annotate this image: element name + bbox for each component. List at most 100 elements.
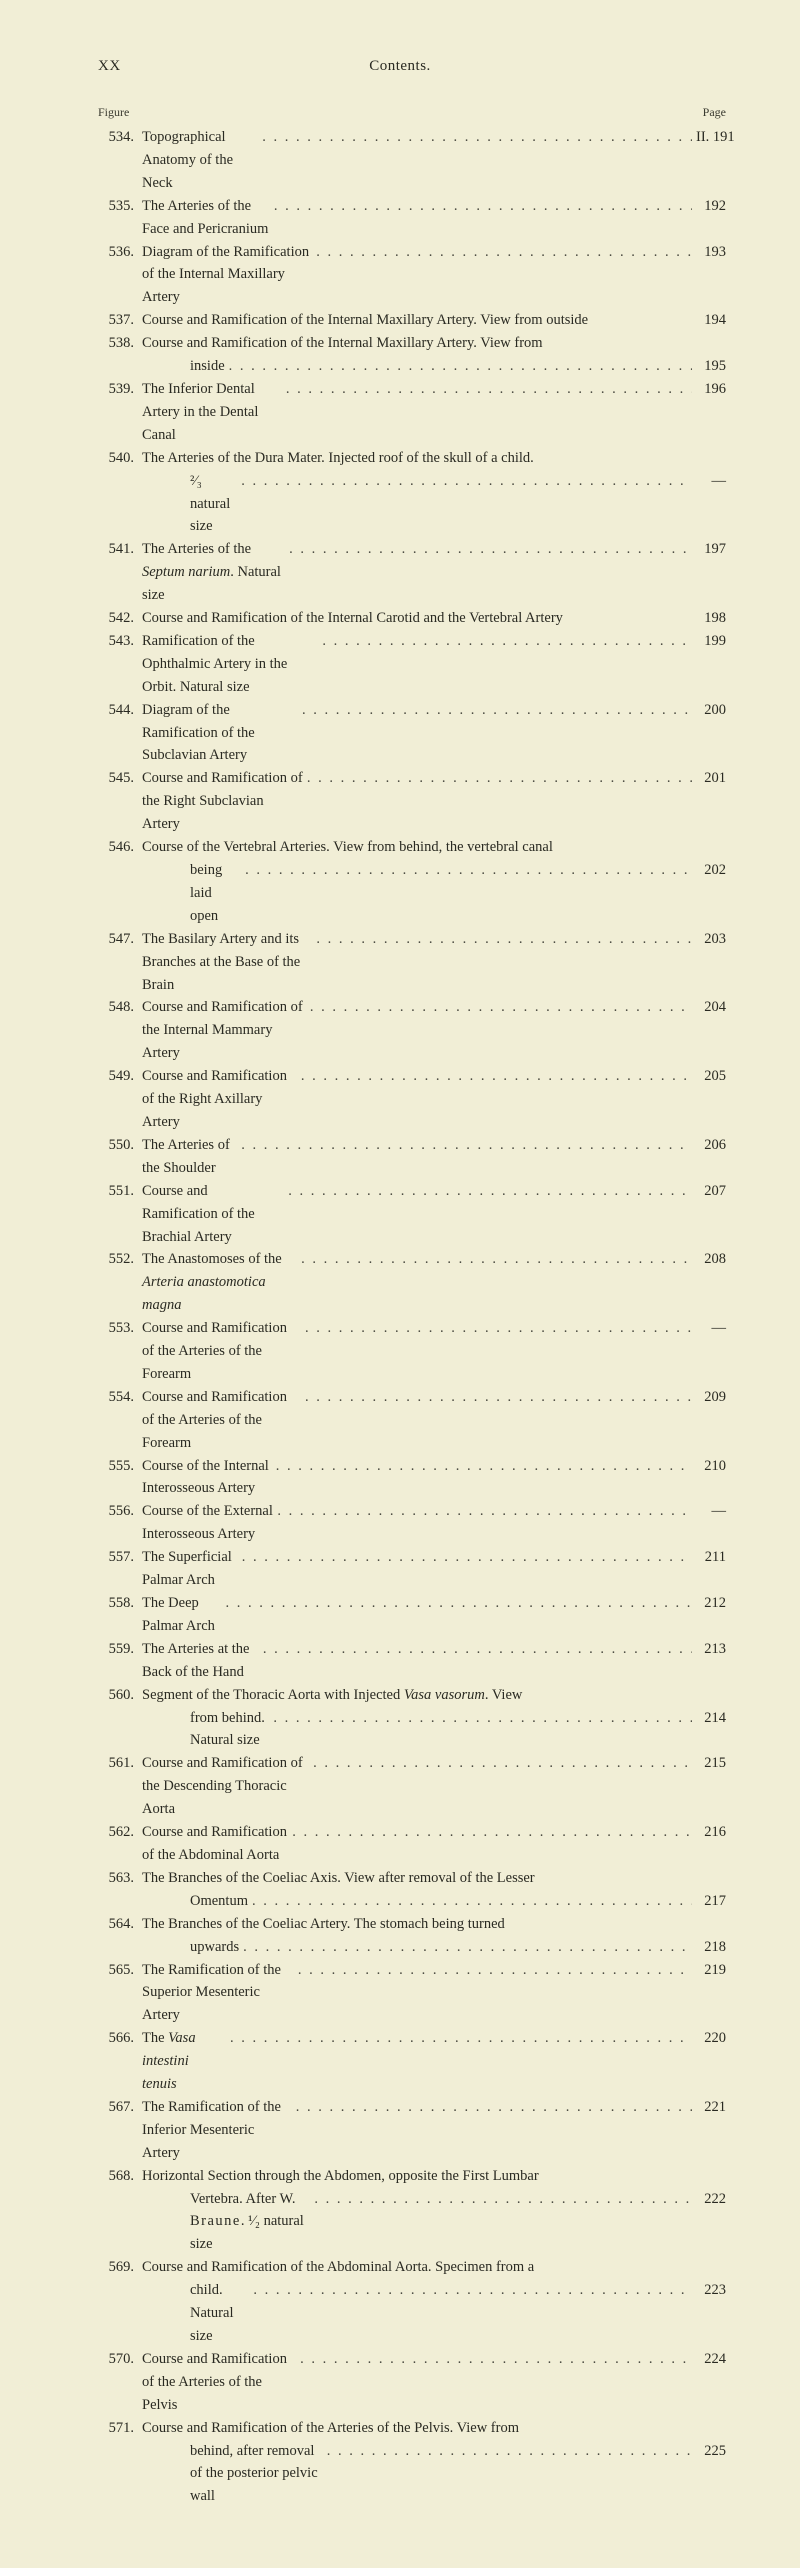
- entry-text: Diagram of the Ramification of the Subcl…: [142, 699, 298, 768]
- figure-number: 538.: [98, 332, 134, 355]
- figure-number: 547.: [98, 928, 134, 951]
- entry-body: Horizontal Section through the Abdomen, …: [142, 2165, 726, 2257]
- header-left: XX: [98, 58, 121, 75]
- dot-leader: [245, 859, 692, 882]
- entry-line: Diagram of the Ramification of the Inter…: [142, 241, 726, 310]
- page-number: 225: [696, 2440, 726, 2463]
- page-number: 198: [696, 607, 726, 630]
- entry-body: Segment of the Thoracic Aorta with Injec…: [142, 1684, 726, 1753]
- dot-leader: [242, 1546, 692, 1569]
- entry-body: The Arteries of the Shoulder206: [142, 1134, 726, 1180]
- figure-number: 549.: [98, 1065, 134, 1088]
- page-number: 216: [696, 1821, 726, 1844]
- page-number: 224: [696, 2348, 726, 2371]
- entry-text: The Basilary Artery and its Branches at …: [142, 928, 312, 997]
- toc-entry: 551.Course and Ramification of the Brach…: [98, 1180, 726, 1249]
- page-number: 220: [696, 2027, 726, 2050]
- page-number: 208: [696, 1248, 726, 1271]
- page-number: 219: [696, 1959, 726, 1982]
- entry-line: from behind. Natural size214: [142, 1707, 726, 1753]
- dot-leader: [301, 1065, 692, 1088]
- dot-leader: [300, 2348, 692, 2371]
- toc-entry: 546.Course of the Vertebral Arteries. Vi…: [98, 836, 726, 928]
- entry-body: The Arteries of the Septum narium. Natur…: [142, 538, 726, 607]
- toc-entry: 561.Course and Ramification of the Desce…: [98, 1752, 726, 1821]
- entry-line: The Anastomoses of the Arteria anastomot…: [142, 1248, 726, 1317]
- entry-line: The Arteries of the Dura Mater. Injected…: [142, 447, 726, 470]
- entry-text: Course and Ramification of the Abdominal…: [142, 2256, 534, 2279]
- entry-text: Course of the Vertebral Arteries. View f…: [142, 836, 553, 859]
- figure-number: 559.: [98, 1638, 134, 1661]
- page-number: 195: [696, 355, 726, 378]
- page-number: 196: [696, 378, 726, 401]
- page-number: —: [696, 470, 726, 493]
- entry-text: Course and Ramification of the Right Sub…: [142, 767, 303, 836]
- figure-number: 534.: [98, 126, 134, 149]
- entry-text: The Branches of the Coeliac Axis. View a…: [142, 1867, 535, 1890]
- toc-entry: 539.The Inferior Dental Artery in the De…: [98, 378, 726, 447]
- dot-leader: [277, 1500, 692, 1523]
- page-number: 209: [696, 1386, 726, 1409]
- page-number: 192: [696, 195, 726, 218]
- entry-line: The Superficial Palmar Arch 211: [142, 1546, 726, 1592]
- entry-body: Course of the External Interosseous Arte…: [142, 1500, 726, 1546]
- toc-entry: 566.The Vasa intestini tenuis220: [98, 2027, 726, 2096]
- page-number: 211: [696, 1546, 726, 1569]
- dot-leader: [241, 470, 692, 493]
- toc-entry: 550.The Arteries of the Shoulder206: [98, 1134, 726, 1180]
- entry-body: The Inferior Dental Artery in the Dental…: [142, 378, 726, 447]
- page-number: 197: [696, 538, 726, 561]
- entry-line: The Branches of the Coeliac Artery. The …: [142, 1913, 726, 1936]
- entry-line: Course and Ramification of the Internal …: [142, 309, 726, 332]
- entry-line: The Ramification of the Inferior Mesente…: [142, 2096, 726, 2165]
- figure-number: 545.: [98, 767, 134, 790]
- entry-text: Course of the Internal Interosseous Arte…: [142, 1455, 272, 1501]
- toc-entry: 549.Course and Ramification of the Right…: [98, 1065, 726, 1134]
- entry-line: inside195: [142, 355, 726, 378]
- page-number: 223: [696, 2279, 726, 2302]
- toc-entry: 544.Diagram of the Ramification of the S…: [98, 699, 726, 768]
- toc-entry: 538.Course and Ramification of the Inter…: [98, 332, 726, 378]
- entry-body: Course and Ramification of the Internal …: [142, 309, 726, 332]
- page-number: 199: [696, 630, 726, 653]
- entry-text: The Arteries of the Face and Pericranium: [142, 195, 270, 241]
- entry-text: Course and Ramification of the Arteries …: [142, 1317, 301, 1386]
- entry-text: The Inferior Dental Artery in the Dental…: [142, 378, 282, 447]
- dot-leader: [316, 928, 692, 951]
- figure-number: 557.: [98, 1546, 134, 1569]
- dot-leader: [241, 1134, 692, 1157]
- running-header: XX Contents.: [98, 58, 726, 75]
- entry-line: Horizontal Section through the Abdomen, …: [142, 2165, 726, 2188]
- page-number: 212: [696, 1592, 726, 1615]
- page-number: 205: [696, 1065, 726, 1088]
- entry-text: The Arteries of the Shoulder: [142, 1134, 237, 1180]
- entry-text: The Branches of the Coeliac Artery. The …: [142, 1913, 505, 1936]
- entry-text: Course and Ramification of the Arteries …: [142, 1386, 301, 1455]
- figure-number: 553.: [98, 1317, 134, 1340]
- toc-entry: 543.Ramification of the Ophthalmic Arter…: [98, 630, 726, 699]
- figure-number: 542.: [98, 607, 134, 630]
- entry-line: The Inferior Dental Artery in the Dental…: [142, 378, 726, 447]
- entry-line: The Arteries at the Back of the Hand213: [142, 1638, 726, 1684]
- toc-entry: 540.The Arteries of the Dura Mater. Inje…: [98, 447, 726, 539]
- entry-text: child. Natural size: [190, 2279, 249, 2348]
- figure-number: 535.: [98, 195, 134, 218]
- entry-body: Course and Ramification of the Internal …: [142, 607, 726, 630]
- toc-entry: 541.The Arteries of the Septum narium. N…: [98, 538, 726, 607]
- entry-line: behind, after removal of the posterior p…: [142, 2440, 726, 2509]
- entry-body: Course of the Internal Interosseous Arte…: [142, 1455, 726, 1501]
- entry-body: Topographical Anatomy of the NeckII. 191: [142, 126, 726, 195]
- entry-body: The Basilary Artery and its Branches at …: [142, 928, 726, 997]
- entry-text: Diagram of the Ramification of the Inter…: [142, 241, 312, 310]
- entry-text: Course and Ramification of the Internal …: [142, 996, 306, 1065]
- toc-entry: 555.Course of the Internal Interosseous …: [98, 1455, 726, 1501]
- page-number: 215: [696, 1752, 726, 1775]
- entry-body: The Anastomoses of the Arteria anastomot…: [142, 1248, 726, 1317]
- entry-line: Course and Ramification of the Internal …: [142, 996, 726, 1065]
- entry-text: The Superficial Palmar Arch: [142, 1546, 238, 1592]
- label-page: Page: [703, 105, 726, 120]
- toc-entry: 534. Topographical Anatomy of the NeckII.…: [98, 126, 726, 195]
- page-number: 222: [696, 2188, 726, 2211]
- entry-body: Diagram of the Ramification of the Inter…: [142, 241, 726, 310]
- page-number: II. 191: [696, 126, 726, 149]
